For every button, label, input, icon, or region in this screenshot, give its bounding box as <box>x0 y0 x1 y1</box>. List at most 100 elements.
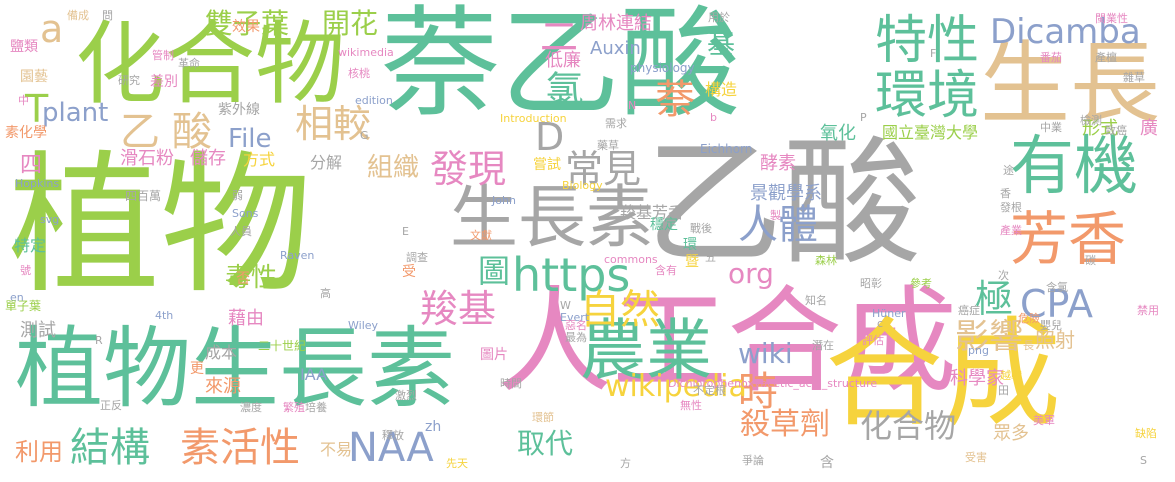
word-edition: edition <box>355 94 393 107</box>
word-wu: 五 <box>705 251 716 264</box>
word-zhenglun: 爭論 <box>742 454 764 467</box>
word-letter-e: E <box>402 225 409 238</box>
word-suhuoxing: 素活性 <box>180 425 300 471</box>
word-jieyou: 藉由 <box>228 308 264 329</box>
word-fagen: 發根 <box>1000 201 1022 214</box>
word-yuezhan: 越戰 <box>1000 369 1022 382</box>
word-zhanhou: 戰後 <box>690 222 712 235</box>
word-xiangjiao: 相較 <box>295 102 372 146</box>
word-letter-f: F <box>930 47 937 60</box>
word-tu: 圖 <box>478 252 511 290</box>
word-lv: 氯 <box>539 70 583 108</box>
word-ci: 次 <box>998 269 1009 282</box>
word-zhongye: 中業 <box>1040 121 1062 134</box>
word-wikimedia: wikimedia <box>338 46 394 59</box>
word-chabie: 差別 <box>150 74 178 90</box>
word-nongye: 農業 <box>580 312 712 389</box>
word-jiegou: 結構 <box>70 425 150 471</box>
word-suoji: 羧基 <box>420 287 497 331</box>
word-qudai: 取代 <box>517 427 574 460</box>
word-zuiwei: 最為 <box>565 331 587 344</box>
word-shifang: 釋放 <box>382 429 404 442</box>
word-shi: 時 <box>738 369 778 415</box>
word-shengzhangsu: 生長素 <box>450 179 655 258</box>
word-zhongduo: 眾多 <box>993 423 1029 444</box>
word-qianzai: 潛在 <box>812 339 834 352</box>
word-letter-b: b <box>710 111 717 124</box>
word-cankao: 參考 <box>910 277 932 290</box>
word-zuzhi: 組織 <box>367 153 420 183</box>
word-yisuan-gray: 乙酸 <box>645 123 922 284</box>
word-ji-base: 基 <box>707 27 736 60</box>
word-zhiming: 知名 <box>805 294 827 307</box>
word-liyong: 利用 <box>15 438 63 466</box>
word-letter-s: S <box>1140 454 1147 467</box>
word-rengong-hecheng: 人工合成 <box>497 275 958 409</box>
word-ganyexing: 閩業性 <box>1095 12 1128 25</box>
word-wuxing: 無性 <box>680 399 702 412</box>
word-nongdu: 濃度 <box>240 401 262 414</box>
word-zhi: 製 <box>770 209 781 222</box>
word-si: 四 <box>20 153 43 178</box>
word-wiki: wiki <box>738 337 793 370</box>
word-chengben: 成本 <box>205 343 238 362</box>
word-biology: Biology <box>562 179 603 192</box>
word-danziye: 單子葉 <box>5 299 42 313</box>
word-huahewu: 化合物 <box>75 12 345 117</box>
word-beicheng: 備成 <box>67 9 89 22</box>
word-yinger: 嬰兒 <box>1040 319 1062 332</box>
word-yanjiu: 研究 <box>118 74 140 87</box>
word-ziwaixian: 紫外線 <box>218 102 260 118</box>
word-huahewu-small: 化合物 <box>860 407 957 445</box>
word-zhong: 中 <box>18 94 29 107</box>
word-sibaiwan: 四百萬 <box>125 189 162 203</box>
word-fangshi: 方式 <box>243 150 276 169</box>
word-yingxiang: 影響 <box>955 317 1023 357</box>
word-d: D <box>535 115 565 159</box>
word-fanqie: 番茄 <box>1040 51 1062 64</box>
word-cpa: CPA <box>1020 282 1094 326</box>
word-en: en <box>10 291 24 304</box>
word-4th: 4th <box>155 309 174 322</box>
word-letter-r: R <box>95 334 103 347</box>
word-duxing: 毒性 <box>225 263 278 293</box>
word-aizheng: 癌症 <box>958 304 980 317</box>
word-letter-c: c <box>877 317 884 330</box>
word-gao: 高 <box>320 287 331 300</box>
word-yisuan-tan: 乙酸 <box>120 109 224 155</box>
word-kaihua: 開花 <box>322 7 379 40</box>
word-yongyu: 用於 <box>708 11 730 24</box>
word-weixian: 危險 <box>1018 312 1040 325</box>
word-yuanyi: 園藝 <box>20 69 48 85</box>
word-fanzhi: 繁殖 <box>283 401 305 414</box>
word-geng: 更 <box>190 361 204 377</box>
word-huanjie: 環節 <box>532 411 554 424</box>
word-hopkins: Hopkins <box>15 177 60 190</box>
word-zh: zh <box>425 419 442 435</box>
word-t: T <box>25 87 49 131</box>
word-xiantian: 先天 <box>446 457 468 470</box>
word-kexuejia: 科學家 <box>950 368 1004 389</box>
word-ji-and: 暨 <box>685 254 699 270</box>
word-letter-p: P <box>860 111 867 124</box>
word-senlin: 森林 <box>815 254 837 267</box>
word-gouzao: 構造 <box>705 80 738 99</box>
word-wiley: Wiley <box>348 319 379 332</box>
word-https: https <box>512 248 631 302</box>
word-zhiai: 致癌 <box>1105 124 1127 137</box>
word-xiang: 香 <box>1000 187 1011 200</box>
word-geming: 革命 <box>178 57 200 70</box>
word-jiance: 檢測 <box>1080 114 1102 127</box>
word-shacaoji: 殺草劑 <box>740 407 830 442</box>
word-quexian: 缺陷 <box>1135 427 1157 440</box>
word-huner: Hüner <box>872 307 906 320</box>
word-huanjing: 環境 <box>875 66 980 126</box>
word-changjian: 常見 <box>565 147 642 191</box>
word-eichhorn: Eichhorn <box>700 142 753 156</box>
word-tian: 田 <box>998 384 1009 397</box>
word-ruo: 弱 <box>232 189 243 202</box>
word-tan: 碳 <box>1085 254 1096 267</box>
word-shou: 受 <box>402 264 416 280</box>
word-changshi: 嘗試 <box>533 157 561 173</box>
word-zhaoshe: 照射 <box>1035 328 1075 352</box>
